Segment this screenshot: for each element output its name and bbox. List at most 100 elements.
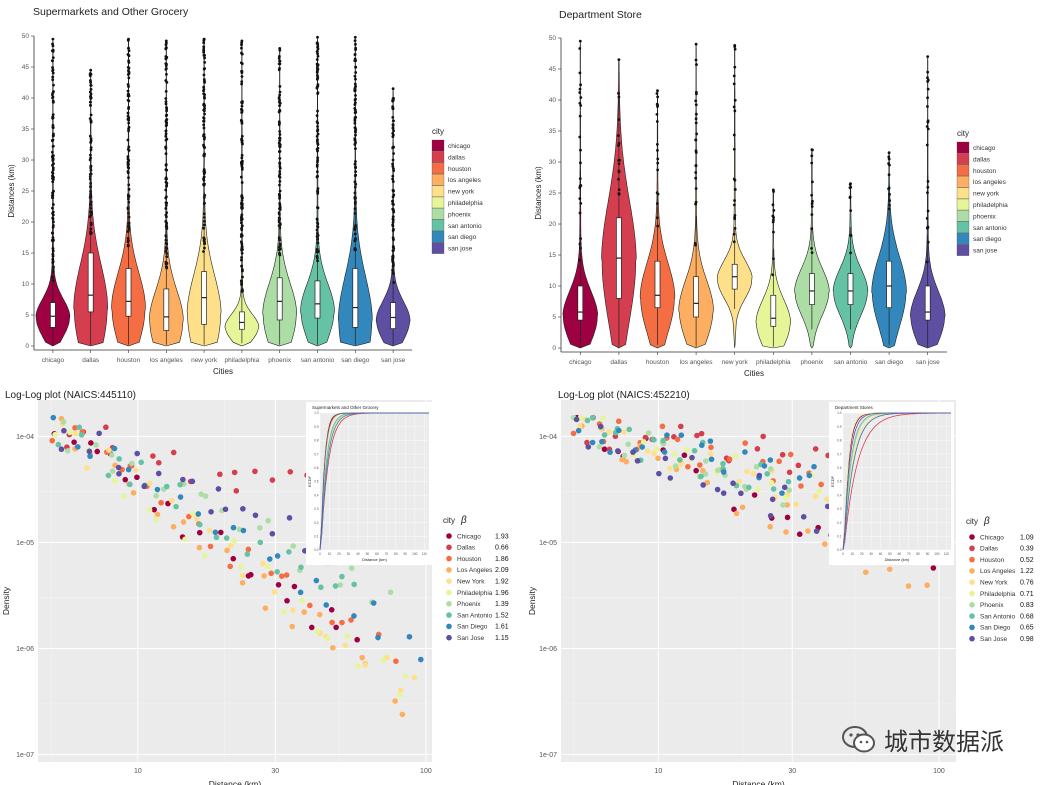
outlier-point: [391, 249, 395, 253]
outlier-point: [51, 191, 54, 195]
point-san-diego: [708, 456, 715, 463]
outlier-point: [579, 202, 583, 205]
outlier-point: [733, 44, 737, 47]
outlier-point: [771, 273, 775, 277]
outlier-point: [51, 69, 54, 73]
outlier-point: [391, 223, 395, 227]
point-los-angeles: [301, 609, 308, 615]
outlier-point: [315, 134, 319, 138]
point-san-antonio: [286, 549, 292, 555]
x-tick-label: los angeles: [680, 359, 714, 366]
point-new-york: [290, 607, 296, 613]
point-dallas: [217, 471, 223, 478]
outlier-point: [127, 163, 130, 166]
outlier-point: [127, 121, 131, 125]
point-los-angeles: [767, 523, 773, 530]
outlier-point: [165, 221, 169, 225]
legend-beta-value: 1.61: [495, 624, 509, 631]
outlier-point: [127, 59, 130, 63]
inset-y-tick-label: 1.0: [314, 411, 319, 415]
legend-label: San Antonio: [980, 613, 1015, 620]
point-chicago: [333, 624, 339, 631]
outlier-point: [127, 76, 131, 80]
outlier-point: [240, 206, 244, 209]
outlier-point: [926, 179, 930, 183]
watermark: 城市数据派: [842, 722, 1004, 757]
outlier-point: [51, 158, 55, 162]
outlier-point: [391, 105, 395, 109]
point-san-antonio: [720, 460, 726, 467]
point-san-jose: [738, 490, 744, 497]
legend-beta-value: 1.15: [495, 635, 509, 642]
point-san-jose: [240, 505, 246, 512]
point-philadelphia: [768, 479, 775, 486]
outlier-point: [278, 189, 282, 193]
outlier-point: [392, 119, 395, 123]
outlier-point: [278, 99, 282, 102]
outlier-point: [733, 98, 737, 102]
outlier-point: [164, 79, 168, 82]
point-phoenix: [109, 452, 115, 458]
point-houston: [348, 617, 354, 623]
outlier-point: [51, 95, 55, 99]
point-los-angeles: [784, 502, 790, 508]
outlier-point: [694, 164, 698, 168]
box-houston: [654, 260, 661, 309]
point-san-diego: [212, 529, 219, 536]
y-axis-title: Distances (km): [534, 166, 543, 220]
point-san-diego: [639, 444, 646, 450]
outlier-point: [354, 173, 358, 177]
point-houston: [659, 423, 666, 430]
outlier-point: [127, 99, 131, 103]
outlier-point: [849, 209, 853, 212]
point-chicago: [784, 514, 791, 521]
point-san-jose: [189, 478, 196, 485]
x-tick-label: phoenix: [268, 357, 292, 364]
outlier-point: [656, 95, 660, 99]
outlier-point: [733, 178, 737, 182]
outlier-point: [316, 125, 319, 128]
point-san-diego: [74, 444, 81, 450]
outlier-point: [164, 177, 168, 181]
outlier-point: [354, 71, 358, 74]
outlier-point: [926, 225, 930, 229]
point-san-antonio: [55, 441, 62, 448]
outlier-point: [771, 203, 775, 207]
point-san-diego: [796, 475, 803, 481]
outlier-point: [733, 203, 736, 207]
point-philadelphia: [324, 635, 331, 642]
outlier-point: [278, 175, 282, 179]
outlier-point: [126, 240, 130, 244]
legend-marker: [969, 556, 975, 563]
outlier-point: [240, 100, 243, 104]
point-san-jose: [141, 483, 148, 490]
x-tick-label: san jose: [916, 359, 941, 366]
outlier-point: [315, 41, 319, 45]
outlier-point: [887, 155, 891, 159]
y-tick-label: 0: [25, 343, 29, 350]
outlier-point: [391, 115, 395, 119]
legend-beta-value: 0.71: [1020, 591, 1034, 598]
point-new-york: [667, 465, 673, 472]
legend-label: philadelphia: [973, 202, 1008, 209]
legend-label: Phoenix: [457, 601, 481, 608]
outlier-point: [202, 116, 205, 120]
outlier-point: [240, 62, 244, 66]
inset-y-tick-label: 0.9: [837, 425, 842, 429]
point-chicago: [134, 474, 140, 481]
point-san-antonio: [318, 584, 324, 591]
point-san-antonio: [223, 535, 230, 541]
point-new-york: [606, 429, 612, 435]
outlier-point: [315, 170, 319, 174]
outlier-point: [810, 205, 814, 208]
outlier-point: [315, 120, 319, 124]
point-new-york: [736, 478, 742, 485]
outlier-point: [391, 87, 395, 91]
point-dallas: [231, 469, 238, 476]
y-tick-label: 15: [22, 250, 30, 257]
point-san-antonio: [105, 472, 112, 479]
outlier-point: [315, 221, 319, 225]
outlier-point: [315, 49, 319, 53]
outlier-point: [51, 257, 55, 261]
point-phoenix: [198, 491, 205, 497]
